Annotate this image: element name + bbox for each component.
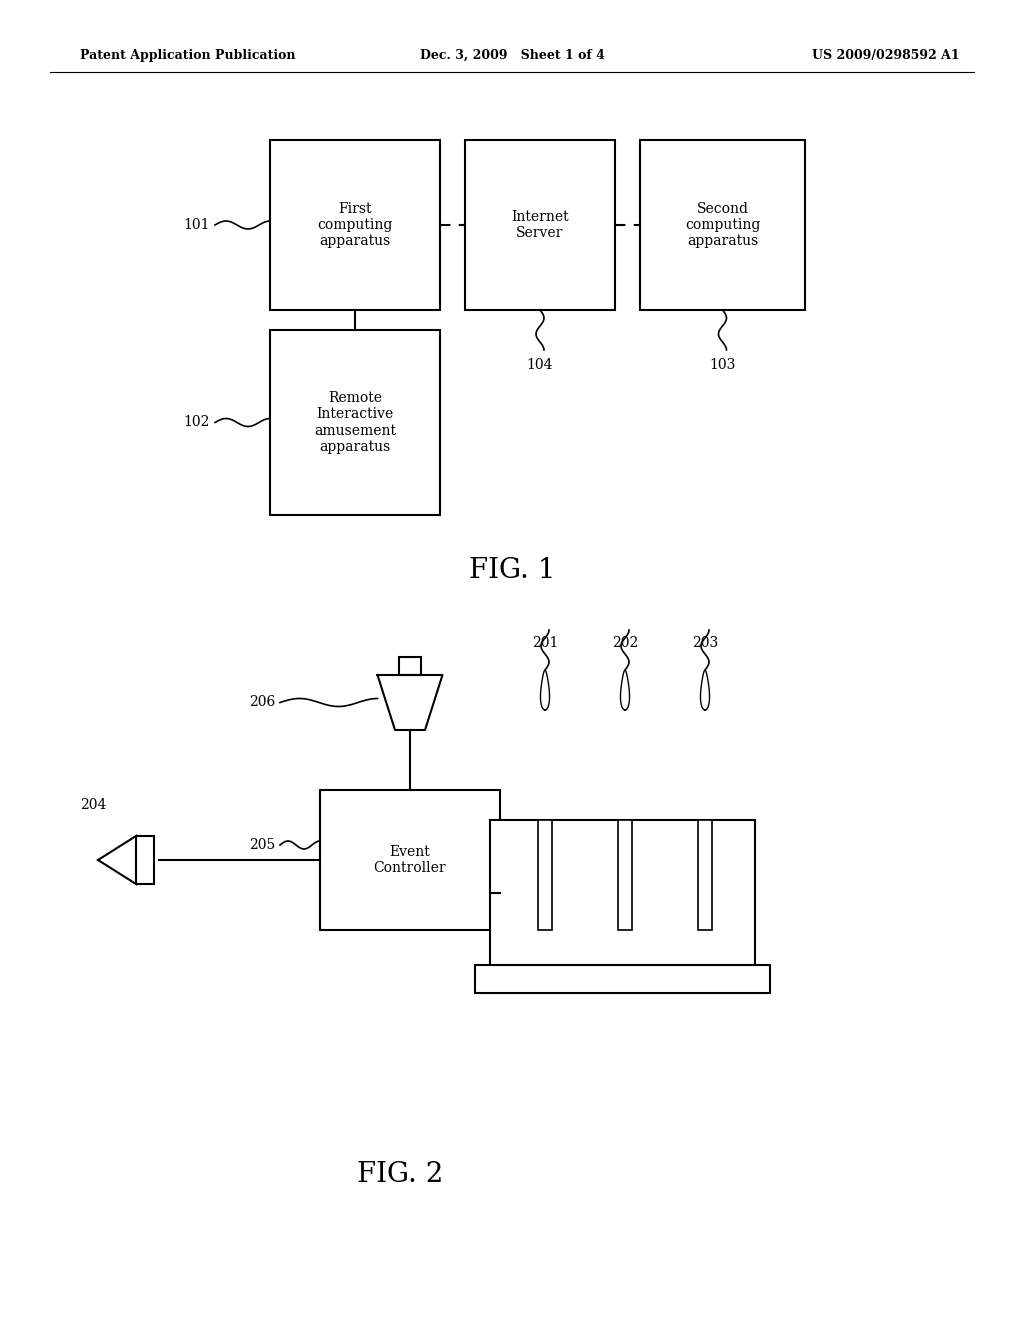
Text: 101: 101	[183, 218, 210, 232]
Bar	[618, 820, 632, 931]
Bar	[475, 965, 770, 993]
Text: Dec. 3, 2009   Sheet 1 of 4: Dec. 3, 2009 Sheet 1 of 4	[420, 49, 604, 62]
Text: Internet
Server: Internet Server	[511, 210, 568, 240]
Text: 104: 104	[526, 358, 553, 372]
Bar	[538, 820, 552, 931]
Bar	[136, 836, 154, 884]
Text: 203: 203	[692, 636, 718, 649]
Text: US 2009/0298592 A1: US 2009/0298592 A1	[812, 49, 961, 62]
Bar	[319, 789, 500, 931]
Bar	[399, 657, 421, 675]
Text: 206: 206	[249, 696, 275, 710]
Text: 201: 201	[531, 636, 558, 649]
Text: Remote
Interactive
amusement
apparatus: Remote Interactive amusement apparatus	[314, 391, 396, 454]
Text: FIG. 2: FIG. 2	[356, 1162, 443, 1188]
Polygon shape	[98, 836, 136, 884]
Text: 102: 102	[183, 416, 210, 429]
Text: 103: 103	[710, 358, 735, 372]
Bar	[270, 330, 440, 515]
Text: 205: 205	[249, 838, 275, 851]
Bar	[640, 140, 805, 310]
Text: Second
computing
apparatus: Second computing apparatus	[685, 202, 760, 248]
Bar	[490, 820, 755, 965]
Text: Event
Controller: Event Controller	[374, 845, 446, 875]
Text: First
computing
apparatus: First computing apparatus	[317, 202, 392, 248]
Text: Patent Application Publication: Patent Application Publication	[80, 49, 296, 62]
Text: 204: 204	[80, 799, 106, 812]
Bar	[270, 140, 440, 310]
Bar	[698, 820, 712, 931]
Bar	[465, 140, 615, 310]
Text: FIG. 1: FIG. 1	[469, 557, 555, 583]
Text: 202: 202	[612, 636, 638, 649]
